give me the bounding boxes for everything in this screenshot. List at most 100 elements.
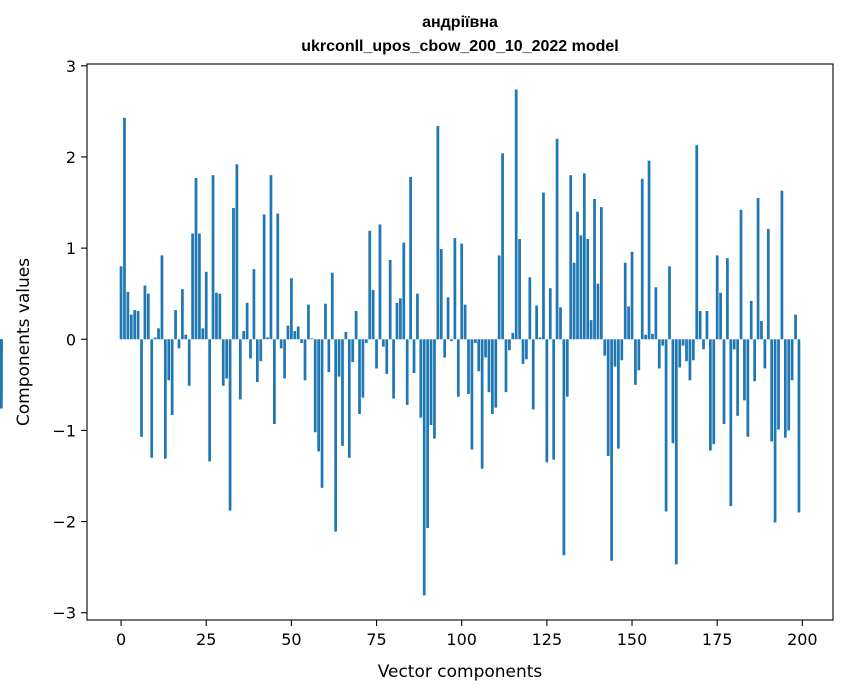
- bar-89: [422, 339, 426, 596]
- bar-147: [620, 339, 624, 361]
- bar-131: [565, 339, 569, 397]
- bar-24: [201, 328, 205, 340]
- bar-160: [664, 339, 668, 512]
- y-axis: −3 −2 −1 0 1 2 3: [52, 57, 87, 623]
- bar-41: [259, 339, 263, 362]
- bar-11: [157, 328, 160, 340]
- bar-190: [766, 228, 770, 340]
- bar-150: [630, 251, 634, 340]
- bar-163: [674, 339, 678, 565]
- bar-76: [378, 224, 382, 340]
- bar-106: [480, 339, 484, 469]
- bar-2: [126, 291, 130, 340]
- x-tick-label-50: 50: [281, 630, 301, 649]
- bar-141: [600, 207, 603, 340]
- bar-30: [221, 339, 225, 386]
- bar-40: [255, 339, 259, 383]
- bar-175: [715, 255, 719, 340]
- bar-34: [235, 164, 239, 340]
- bar-95: [443, 339, 447, 358]
- bar-176: [719, 292, 722, 340]
- bar-23: [198, 233, 201, 340]
- bar-54: [303, 339, 307, 381]
- bar-148: [623, 262, 627, 340]
- bar-43: [266, 337, 269, 340]
- bar-144: [610, 339, 613, 561]
- bar-157: [654, 287, 658, 340]
- bar-46: [276, 213, 280, 340]
- bar-14: [167, 339, 171, 381]
- x-tick-label-175: 175: [702, 630, 733, 649]
- bar-83: [402, 242, 406, 340]
- y-tick-label-1: −2: [52, 513, 76, 532]
- x-tick-label-25: 25: [196, 630, 216, 649]
- bar-33: [232, 208, 235, 340]
- bar-117: [518, 239, 521, 340]
- bar-68: [351, 339, 355, 363]
- bar-85: [409, 177, 412, 340]
- bar-8: [146, 293, 150, 340]
- bar-52: [296, 326, 300, 340]
- bar-70: [358, 339, 361, 415]
- bar-178: [726, 258, 729, 340]
- bar-20: [187, 339, 191, 386]
- bar-138: [589, 320, 593, 340]
- bar-61: [327, 339, 331, 373]
- bar-90: [426, 339, 430, 528]
- bar-111: [497, 255, 501, 340]
- bar-168: [691, 339, 695, 361]
- bar-137: [586, 239, 590, 340]
- bar-67: [347, 339, 351, 458]
- bar-91: [429, 339, 433, 425]
- bar-113: [504, 339, 508, 393]
- bar-114: [508, 339, 511, 351]
- bar-96: [446, 297, 450, 340]
- x-tick-label-75: 75: [366, 630, 386, 649]
- bar-171: [702, 339, 705, 350]
- bars-group: [0, 89, 801, 596]
- bar-142: [603, 339, 607, 356]
- bar-4: [133, 310, 137, 340]
- bar-7: [143, 285, 147, 340]
- x-tick-label-125: 125: [532, 630, 563, 649]
- bar-185: [749, 300, 753, 340]
- bar-103: [470, 339, 474, 450]
- bar-174: [712, 339, 716, 445]
- bar-198: [794, 314, 797, 340]
- bar-78: [385, 339, 389, 374]
- bar-undefined: [0, 339, 3, 394]
- bar-51: [293, 331, 297, 340]
- y-tick-label-5: 2: [66, 148, 76, 167]
- bar-50: [290, 278, 293, 340]
- bar-186: [753, 339, 757, 382]
- bar-180: [732, 339, 736, 350]
- bar-161: [668, 266, 671, 340]
- x-axis-label: Vector components: [378, 662, 543, 682]
- bar-115: [511, 332, 515, 340]
- bar-25: [204, 271, 208, 340]
- bar-107: [484, 339, 487, 358]
- bar-123: [538, 337, 542, 340]
- bar-99: [456, 339, 460, 397]
- bar-128: [555, 138, 559, 340]
- bar-97: [450, 339, 453, 342]
- bar-165: [681, 339, 685, 346]
- bar-56: [310, 338, 314, 340]
- bar-145: [613, 339, 617, 367]
- bar-136: [582, 173, 586, 340]
- chart-title-line-1: андріївна: [422, 14, 498, 31]
- bar-72: [364, 339, 368, 343]
- bar-120: [528, 277, 532, 340]
- bar-31: [225, 339, 229, 379]
- bar-84: [405, 339, 409, 405]
- bar-36: [242, 331, 246, 340]
- bar-125: [545, 339, 549, 463]
- y-tick-label-6: 3: [66, 57, 76, 76]
- bar-166: [685, 339, 688, 362]
- bar-152: [637, 339, 641, 371]
- bar-87: [416, 293, 419, 340]
- x-tick-label-200: 200: [787, 630, 818, 649]
- bar-173: [709, 339, 712, 451]
- bar-32: [228, 339, 232, 511]
- y-tick-label-2: −1: [52, 421, 76, 440]
